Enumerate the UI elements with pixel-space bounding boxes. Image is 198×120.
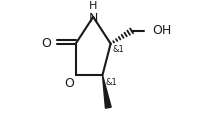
Text: OH: OH xyxy=(152,24,171,37)
Text: N: N xyxy=(89,12,98,25)
Polygon shape xyxy=(103,75,111,108)
Text: &1: &1 xyxy=(106,78,118,87)
Text: &1: &1 xyxy=(113,45,125,54)
Text: H: H xyxy=(89,1,97,11)
Text: O: O xyxy=(64,77,74,90)
Text: O: O xyxy=(42,37,51,50)
